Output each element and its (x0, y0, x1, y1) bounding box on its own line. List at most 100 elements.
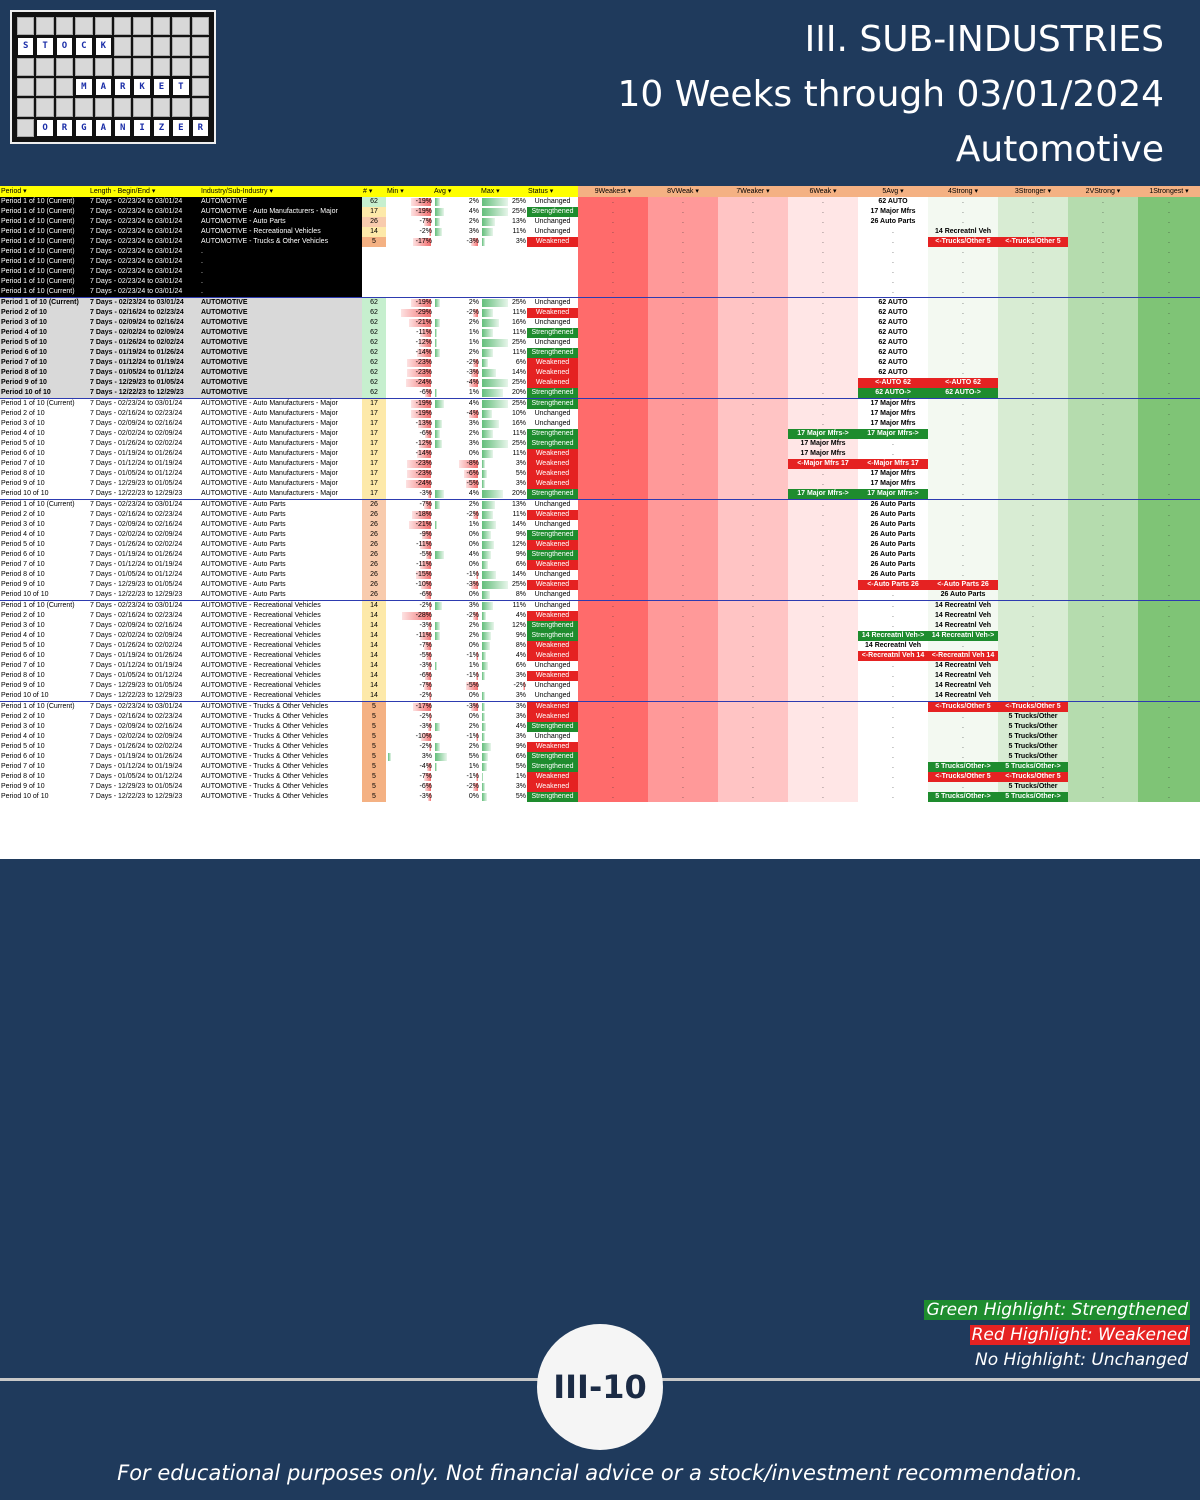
band-6-cell: . (788, 661, 858, 671)
status-cell: Unchanged (534, 319, 571, 326)
column-header[interactable]: 1Strongest ▾ (1138, 186, 1200, 197)
value-bar (411, 299, 431, 307)
band-3-cell: . (998, 661, 1068, 671)
band-5-cell: <-AUTO 62 (858, 378, 928, 388)
column-header[interactable]: 5Avg ▾ (858, 186, 928, 197)
band-4-cell: 14 Recreatnl Veh-> (928, 631, 998, 641)
band-6-cell: . (788, 318, 858, 328)
value-bar (470, 581, 478, 589)
column-header[interactable]: # ▾ (362, 186, 386, 197)
column-header[interactable]: 3Stronger ▾ (998, 186, 1068, 197)
band-1-cell: . (1138, 439, 1200, 449)
band-5-cell: 17 Major Mfrs-> (858, 429, 928, 439)
band-4-cell: 14 Recreatnl Veh (928, 600, 998, 611)
value-bar (482, 733, 486, 741)
logo-tile (55, 57, 74, 76)
min-cell: -29% (386, 308, 433, 318)
status-cell: Weakened (527, 469, 578, 479)
industry-cell: AUTOMOTIVE - Recreational Vehicles (201, 612, 321, 619)
count-cell: 5 (362, 701, 386, 712)
band-4-cell: 14 Recreatnl Veh (928, 681, 998, 691)
band-4-cell: 14 Recreatnl Veh (928, 621, 998, 631)
band-2-cell: . (1068, 742, 1138, 752)
band-3-cell: . (998, 449, 1068, 459)
column-header[interactable]: Length - Begin/End ▾ (89, 186, 200, 197)
band-2-cell: . (1068, 358, 1138, 368)
value-label: 9% (515, 632, 526, 639)
column-header[interactable]: 4Strong ▾ (928, 186, 998, 197)
band-6-cell: . (788, 328, 858, 338)
band-5-cell: 17 Major Mfrs (858, 479, 928, 489)
band-4-cell: . (928, 297, 998, 308)
value-label: 9% (515, 743, 526, 750)
logo-tile (75, 57, 93, 76)
length-cell: 7 Days - 01/05/24 to 01/12/24 (90, 571, 183, 578)
band-7-cell: . (718, 742, 788, 752)
column-header[interactable]: Max ▾ (480, 186, 527, 197)
band-4-cell: . (928, 287, 998, 298)
length-cell: 7 Days - 02/09/24 to 02/16/24 (89, 318, 200, 328)
logo-tile (191, 17, 209, 36)
min-cell: -6% (386, 590, 433, 601)
column-header[interactable]: 7Weaker ▾ (718, 186, 788, 197)
band-4-cell: . (928, 742, 998, 752)
column-header[interactable]: 9Weakest ▾ (578, 186, 648, 197)
band-5-cell: . (858, 701, 928, 712)
band-6-cell: . (788, 641, 858, 651)
value-bar (482, 379, 508, 387)
value-bar (435, 349, 440, 357)
column-header[interactable]: Avg ▾ (433, 186, 480, 197)
band-4-cell: 5 Trucks/Other-> (928, 792, 998, 802)
band-1-cell: . (1138, 247, 1200, 257)
table-row: Period 7 of 10 7 Days - 01/12/24 to 01/19… (0, 560, 1200, 570)
band-9-cell: . (578, 388, 648, 399)
min-cell: -6% (386, 671, 433, 681)
band-9-cell: . (578, 661, 648, 671)
column-header[interactable]: Period ▾ (0, 186, 89, 197)
value-bar (482, 763, 488, 771)
status-cell: Unchanged (534, 571, 571, 578)
band-9-cell: . (578, 358, 648, 368)
column-header[interactable]: Industry/Sub-Industry ▾ (200, 186, 362, 197)
band-2-cell: . (1068, 287, 1138, 298)
min-cell: -11% (386, 540, 433, 550)
band-4-cell: <-Auto Parts 26 (928, 580, 998, 590)
logo-letter: K (94, 37, 112, 56)
status-cell: Weakened (527, 459, 578, 469)
min-cell: -4% (386, 762, 433, 772)
column-header[interactable]: 8VWeak ▾ (648, 186, 718, 197)
max-cell: 3% (480, 671, 527, 681)
length-cell: 7 Days - 01/12/24 to 01/19/24 (90, 662, 183, 669)
band-4-cell: . (928, 641, 998, 651)
status-cell: Unchanged (534, 420, 571, 427)
band-7-cell: . (718, 681, 788, 691)
status-cell: Strengthened (527, 328, 578, 338)
band-3-cell: . (998, 308, 1068, 318)
band-5-cell: . (858, 712, 928, 722)
band-7-cell: . (718, 631, 788, 641)
value-label: -3% (419, 490, 432, 497)
min-cell (386, 247, 433, 257)
value-bar (482, 743, 492, 751)
band-2-cell: . (1068, 671, 1138, 681)
min-cell: -19% (386, 197, 433, 207)
value-label: -19% (415, 299, 432, 306)
band-6-cell: 17 Major Mfrs-> (788, 429, 858, 439)
max-cell: 14% (480, 570, 527, 580)
status-cell: Strengthened (527, 429, 578, 439)
avg-cell: 4% (433, 489, 480, 500)
count-cell (362, 287, 386, 298)
table-row: Period 6 of 10 7 Days - 01/19/24 to 01/26… (0, 651, 1200, 661)
value-bar (409, 319, 431, 327)
value-label: 0% (468, 541, 479, 548)
column-header[interactable]: 6Weak ▾ (788, 186, 858, 197)
column-header[interactable]: Status ▾ (527, 186, 578, 197)
column-header[interactable]: 2VStrong ▾ (1068, 186, 1138, 197)
column-header[interactable]: Min ▾ (386, 186, 433, 197)
value-bar (482, 531, 492, 539)
value-label: -2% (419, 228, 432, 235)
length-cell: 7 Days - 01/12/24 to 01/19/24 (90, 561, 183, 568)
band-3-cell: <-Trucks/Other 5 (998, 772, 1068, 782)
band-9-cell: . (578, 398, 648, 409)
band-2-cell: . (1068, 388, 1138, 399)
